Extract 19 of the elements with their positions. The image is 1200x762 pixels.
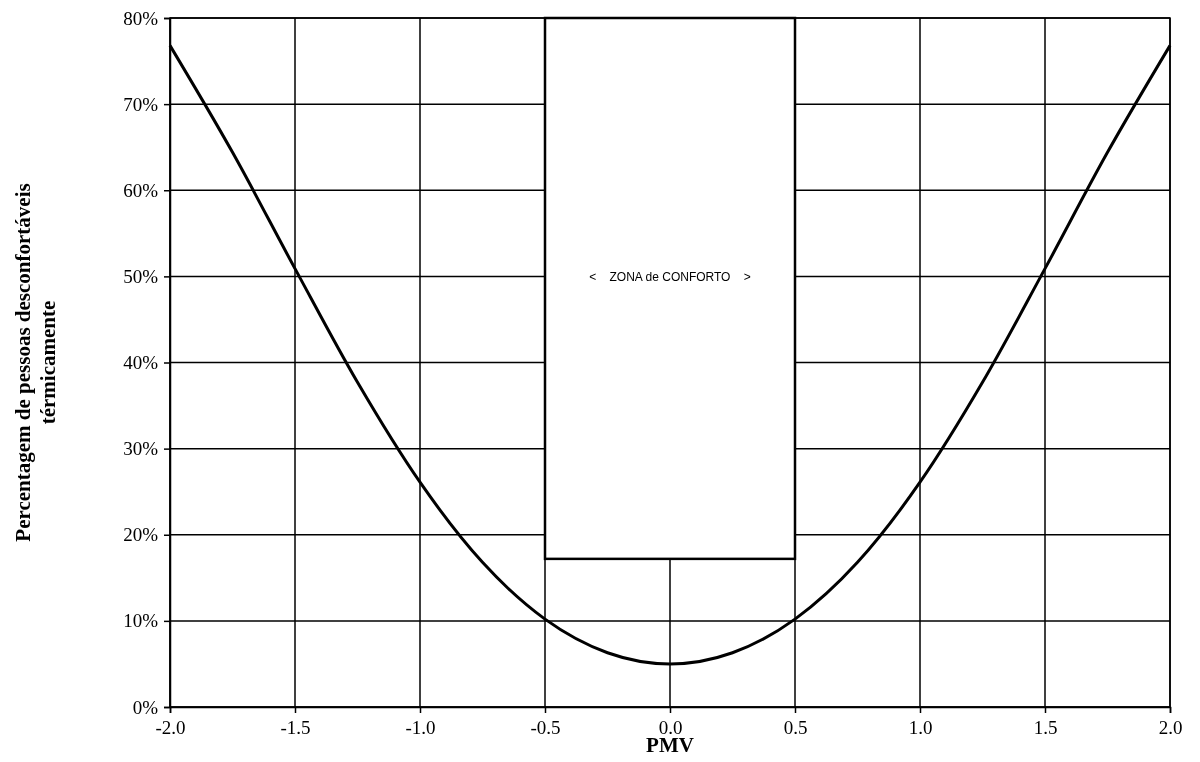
- y-tick-label: 10%: [123, 610, 159, 632]
- x-tick-label: 2.0: [1158, 717, 1183, 739]
- y-tick-label: 0%: [132, 696, 159, 718]
- x-tick-label: 0.5: [783, 717, 808, 739]
- x-tick-label: -0.5: [530, 717, 561, 739]
- x-tick-label: 1.0: [908, 717, 933, 739]
- x-tick-label: -1.5: [280, 717, 311, 739]
- y-tick-label: 50%: [123, 265, 159, 287]
- y-tick-label: 70%: [123, 93, 159, 115]
- y-tick-label: 20%: [123, 524, 159, 546]
- y-tick-label: 30%: [123, 438, 159, 460]
- x-tick-label: 1.5: [1033, 717, 1058, 739]
- band-label: < ZONA de CONFORTO >: [589, 269, 751, 284]
- y-tick-label: 80%: [123, 7, 159, 29]
- y-axis-title: Percentagem de pessoas desconfortáveis térmicamente: [11, 183, 61, 542]
- x-tick-label: -2.0: [155, 717, 186, 739]
- y-tick-label: 60%: [123, 179, 159, 201]
- y-tick-label: 40%: [123, 352, 159, 374]
- x-tick-label: -1.0: [405, 717, 436, 739]
